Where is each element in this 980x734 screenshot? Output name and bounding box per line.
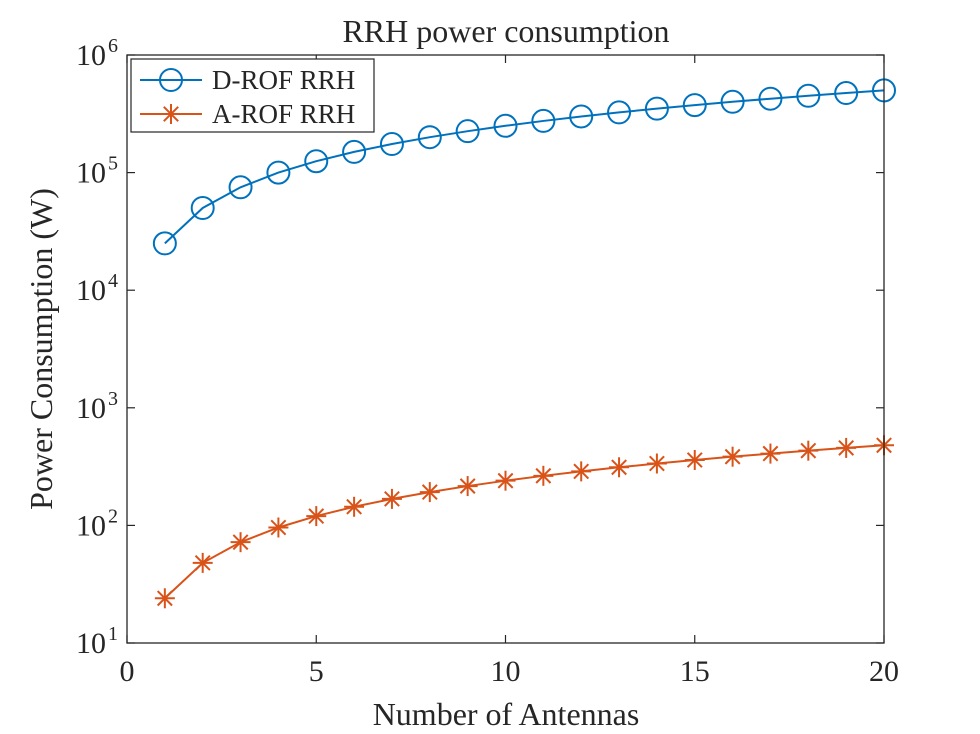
data-point-a-rof-rrh-13 (609, 457, 630, 478)
data-point-d-rof-rrh-13 (607, 100, 632, 125)
data-point-a-rof-rrh-9 (457, 476, 478, 497)
data-point-a-rof-rrh-11 (533, 465, 554, 486)
data-point-d-rof-rrh-5 (304, 149, 329, 174)
data-point-a-rof-rrh-16 (722, 446, 743, 467)
series-d-rof-rrh (152, 78, 896, 256)
data-point-a-rof-rrh-6 (344, 496, 365, 517)
data-point-a-rof-rrh-12 (571, 461, 592, 482)
data-point-d-rof-rrh-15 (682, 93, 707, 118)
legend: D-ROF RRH A-ROF RRH (130, 58, 375, 133)
legend-symbol-d-rof-rrh (159, 68, 183, 92)
y-tick-exponent-1: 2 (108, 505, 118, 527)
data-point-d-rof-rrh-9 (455, 119, 480, 144)
series-line-d-rof-rrh (164, 89, 885, 245)
x-tick-label-3: 15 (680, 655, 710, 688)
x-tick-label-2: 10 (491, 655, 521, 688)
legend-entry-d-rof: D-ROF RRH (140, 65, 355, 95)
chart-title: RRH power consumption (342, 13, 669, 49)
data-point-a-rof-rrh-14 (646, 453, 667, 474)
data-point-a-rof-rrh-3 (230, 532, 251, 553)
data-point-a-rof-rrh-15 (684, 449, 705, 470)
data-point-d-rof-rrh-8 (417, 125, 442, 150)
y-tick-exponent-2: 3 (108, 388, 118, 410)
series-layer (152, 78, 896, 609)
data-point-a-rof-rrh-19 (836, 437, 857, 458)
y-tick-label-5: 10 (76, 39, 106, 72)
x-axis-label: Number of Antennas (373, 696, 640, 732)
data-point-d-rof-rrh-3 (228, 175, 253, 200)
x-tick-label-1: 5 (309, 655, 324, 688)
data-point-d-rof-rrh-6 (342, 139, 367, 164)
data-point-a-rof-rrh-1 (154, 588, 175, 609)
y-axis-label: Power Consumption (W) (23, 188, 59, 510)
data-point-a-rof-rrh-17 (760, 443, 781, 464)
legend-entry-a-rof: A-ROF RRH (140, 99, 355, 129)
x-tick-label-4: 20 (869, 655, 899, 688)
series-a-rof-rrh (154, 435, 894, 609)
data-point-d-rof-rrh-7 (379, 132, 404, 157)
y-tick-label-3: 10 (76, 274, 106, 307)
data-point-d-rof-rrh-18 (796, 83, 821, 108)
legend-symbol-a-rof-rrh (161, 104, 181, 124)
legend-label-d-rof: D-ROF RRH (212, 65, 355, 95)
data-point-d-rof-rrh-17 (758, 86, 783, 111)
y-tick-label-0: 10 (76, 627, 106, 660)
data-point-a-rof-rrh-7 (381, 488, 402, 509)
data-point-d-rof-rrh-12 (569, 104, 594, 129)
y-tick-exponent-0: 1 (108, 623, 118, 645)
data-point-d-rof-rrh-2 (190, 196, 215, 221)
legend-label-a-rof: A-ROF RRH (212, 99, 355, 129)
y-tick-exponent-5: 6 (108, 35, 118, 57)
y-tick-label-1: 10 (76, 509, 106, 542)
y-tick-exponent-3: 4 (108, 270, 118, 292)
data-point-a-rof-rrh-18 (798, 440, 819, 461)
data-point-d-rof-rrh-4 (266, 160, 291, 185)
data-point-d-rof-rrh-11 (531, 108, 556, 133)
data-point-a-rof-rrh-8 (419, 482, 440, 503)
data-point-d-rof-rrh-10 (493, 113, 518, 138)
legend-marker-d-rof (159, 68, 183, 92)
data-point-a-rof-rrh-4 (268, 517, 289, 538)
plot-area (127, 55, 884, 643)
data-point-a-rof-rrh-10 (495, 470, 516, 491)
y-tick-label-4: 10 (76, 157, 106, 190)
data-point-d-rof-rrh-16 (720, 89, 745, 114)
data-point-d-rof-rrh-19 (834, 81, 859, 106)
data-point-a-rof-rrh-2 (192, 552, 213, 573)
data-point-d-rof-rrh-14 (644, 96, 669, 121)
legend-marker-a-rof (161, 104, 181, 124)
x-tick-label-0: 0 (120, 655, 135, 688)
axes-box (126, 54, 885, 644)
data-point-a-rof-rrh-5 (306, 506, 327, 527)
y-tick-exponent-4: 5 (108, 153, 118, 175)
y-tick-label-2: 10 (76, 392, 106, 425)
data-point-d-rof-rrh-1 (152, 231, 177, 256)
